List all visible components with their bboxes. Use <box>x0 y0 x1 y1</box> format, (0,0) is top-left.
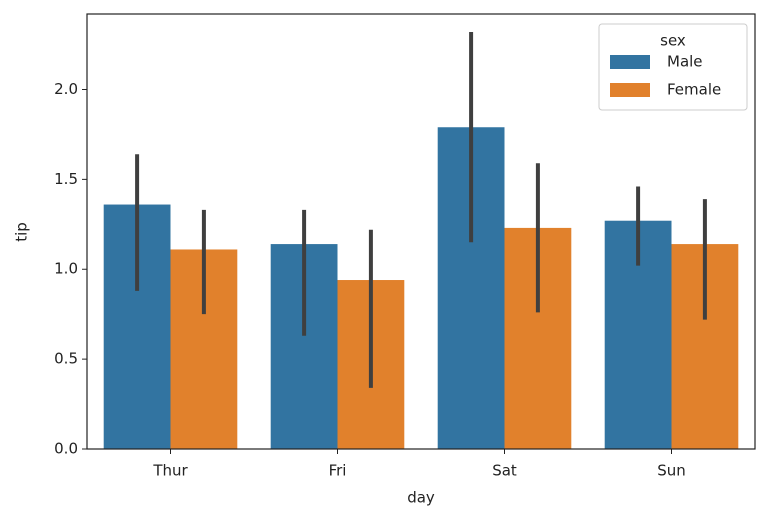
y-axis-label: tip <box>13 222 31 242</box>
x-tick-label: Sat <box>492 462 517 480</box>
legend-label: Female <box>667 81 721 99</box>
y-tick-label: 0.5 <box>54 350 78 368</box>
plot-frame <box>86 13 756 450</box>
legend-swatch <box>610 55 650 69</box>
legend-label: Male <box>667 53 703 71</box>
y-tick-label: 1.0 <box>54 260 78 278</box>
x-tick-label: Thur <box>152 462 188 480</box>
x-tick-label: Fri <box>329 462 347 480</box>
legend-title: sex <box>660 32 686 50</box>
y-tick-label: 1.5 <box>54 170 78 188</box>
x-tick-label: Sun <box>657 462 686 480</box>
x-axis-label: day <box>407 489 435 507</box>
legend-swatch <box>610 83 650 97</box>
y-tick-label: 2.0 <box>54 80 78 98</box>
y-tick-label: 0.0 <box>54 440 78 458</box>
